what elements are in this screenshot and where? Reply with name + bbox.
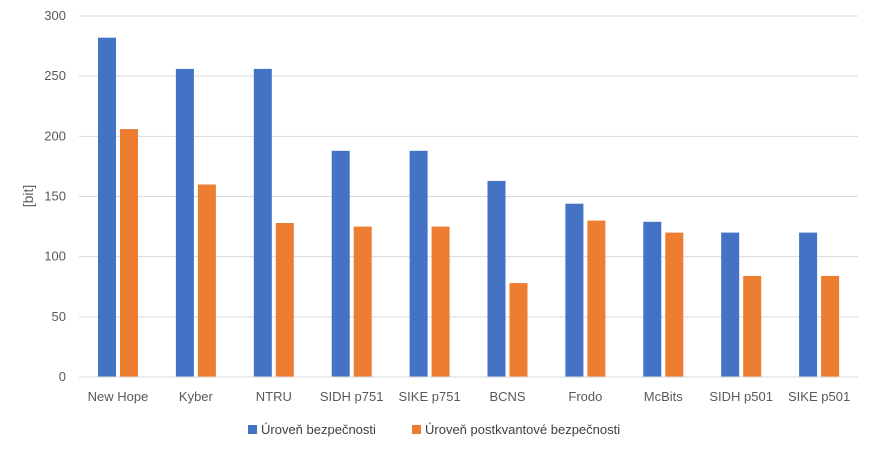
x-tick-label: BCNS	[489, 389, 525, 404]
x-tick-label: McBits	[644, 389, 684, 404]
bar-postquantum-security-level	[509, 283, 528, 377]
x-tick-label: NTRU	[256, 389, 292, 404]
bar-security-level	[643, 221, 662, 377]
bar-security-level	[799, 232, 818, 377]
bar-postquantum-security-level	[120, 129, 138, 377]
bar-postquantum-security-level	[821, 275, 840, 377]
x-tick-label: SIKE p751	[399, 389, 461, 404]
y-tick-label: 200	[44, 128, 66, 143]
bar-security-level	[98, 37, 116, 377]
x-tick-label: New Hope	[88, 389, 149, 404]
x-tick-label: Kyber	[179, 389, 214, 404]
legend-label: Úroveň bezpečnosti	[261, 422, 376, 437]
y-axis-label: [bit]	[20, 185, 36, 208]
legend-swatch	[412, 425, 421, 434]
x-axis-ticks: New Hope Kyber NTRU SIDH p751 SIKE p751 BCNS F…	[88, 389, 851, 404]
bar-security-level	[253, 68, 272, 378]
bar-security-level	[487, 180, 506, 377]
x-tick-label: SIDH p501	[709, 389, 773, 404]
y-tick-label: 100	[44, 249, 66, 264]
x-tick-label: Frodo	[568, 389, 602, 404]
bar-postquantum-security-level	[587, 220, 606, 377]
y-tick-label: 0	[59, 369, 66, 384]
bar-postquantum-security-level	[665, 232, 684, 377]
legend: Úroveň bezpečnosti Úroveň postkvantové be…	[248, 422, 620, 437]
bar-security-level	[409, 150, 428, 377]
bar-postquantum-security-level	[431, 226, 450, 377]
y-axis-ticks: 0 50 100 150 200 250 300	[44, 8, 66, 384]
y-tick-label: 300	[44, 8, 66, 23]
bar-security-level	[175, 68, 194, 378]
bar-security-level	[721, 232, 740, 377]
x-tick-label: SIDH p751	[320, 389, 384, 404]
x-tick-label: SIKE p501	[788, 389, 850, 404]
legend-swatch	[248, 425, 257, 434]
y-tick-label: 50	[52, 309, 66, 324]
bar-postquantum-security-level	[275, 223, 294, 377]
bar-postquantum-security-level	[353, 226, 372, 377]
bar-security-level	[331, 150, 350, 377]
bars	[98, 37, 840, 378]
bar-postquantum-security-level	[743, 275, 762, 377]
bar-postquantum-security-level	[197, 184, 216, 377]
legend-label: Úroveň postkvantové bezpečnosti	[425, 422, 620, 437]
y-tick-label: 250	[44, 68, 66, 83]
y-tick-label: 150	[44, 189, 66, 204]
gridlines	[79, 15, 858, 318]
bar-security-level	[565, 203, 584, 377]
